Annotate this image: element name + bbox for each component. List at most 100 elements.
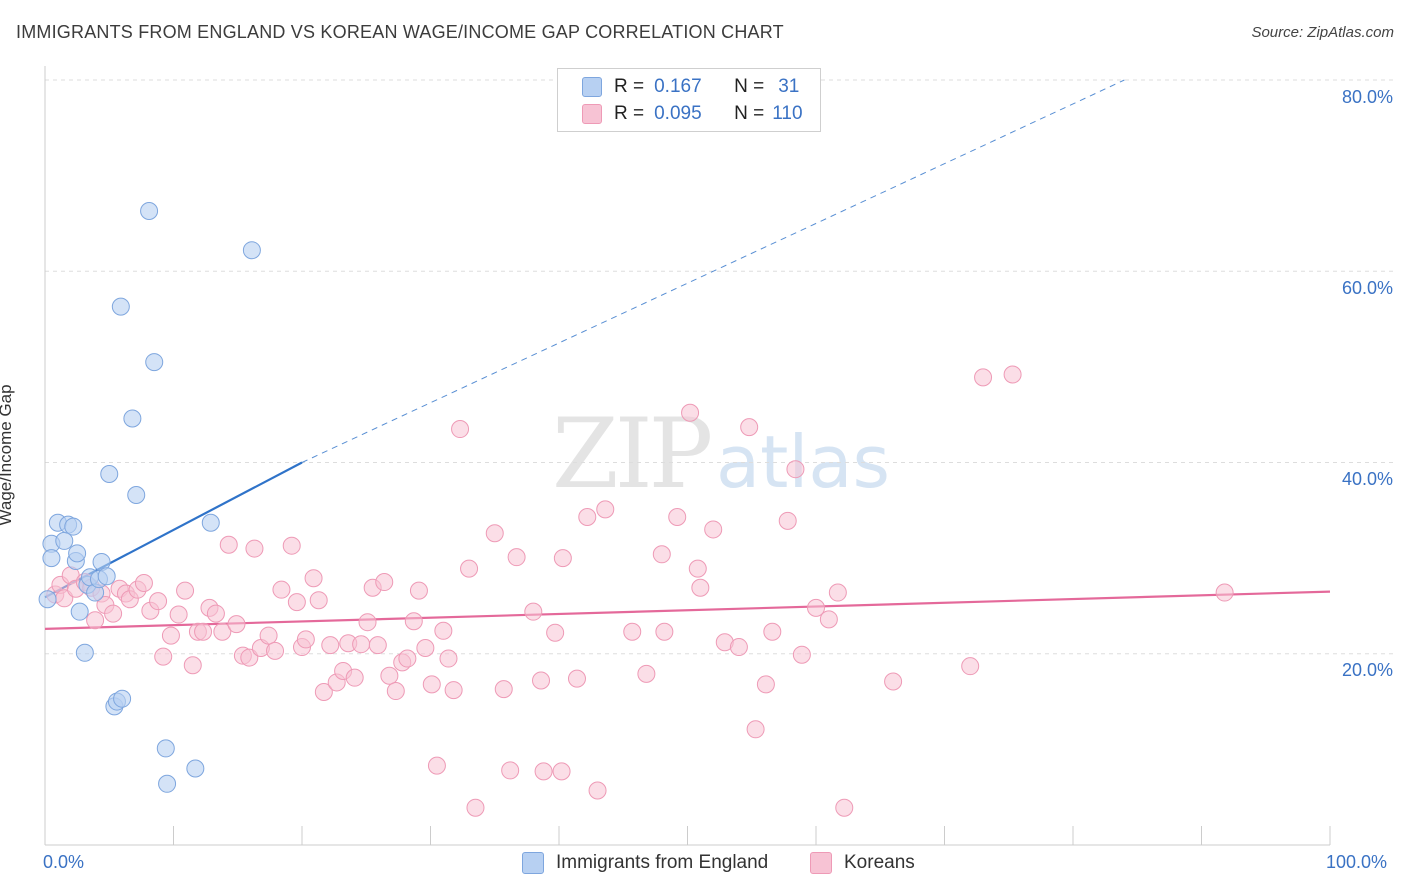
koreans-point bbox=[792, 645, 811, 664]
koreans-point bbox=[501, 761, 520, 780]
koreans-point bbox=[314, 683, 333, 701]
axes bbox=[44, 66, 1331, 846]
koreans-point bbox=[169, 605, 188, 624]
koreans-point bbox=[704, 520, 723, 539]
koreans-point bbox=[380, 666, 399, 685]
koreans-point bbox=[183, 656, 202, 675]
koreans-point bbox=[161, 626, 180, 645]
england-point bbox=[156, 739, 175, 758]
n-label: N = bbox=[734, 103, 765, 124]
england-point bbox=[140, 202, 159, 221]
koreans-point bbox=[691, 578, 710, 597]
koreans-swatch bbox=[582, 104, 602, 124]
koreans-point bbox=[416, 639, 435, 658]
koreans-point bbox=[422, 675, 441, 694]
england-trend-extension bbox=[301, 79, 1125, 463]
koreans-point bbox=[668, 508, 687, 527]
england-point bbox=[127, 486, 146, 505]
chart-title: IMMIGRANTS FROM ENGLAND VS KOREAN WAGE/I… bbox=[16, 22, 784, 42]
koreans-point bbox=[149, 592, 168, 611]
england-legend-swatch bbox=[522, 852, 544, 874]
koreans-point bbox=[409, 581, 428, 600]
england-point bbox=[113, 689, 132, 708]
england-point bbox=[111, 297, 130, 316]
england-point bbox=[242, 241, 261, 260]
koreans-r-value: 0.095 bbox=[654, 103, 702, 124]
koreans-point bbox=[884, 672, 903, 691]
england-point bbox=[186, 759, 205, 778]
koreans-point bbox=[368, 636, 387, 655]
gridlines bbox=[45, 79, 1395, 655]
koreans-point bbox=[740, 418, 759, 437]
koreans-point bbox=[444, 681, 463, 700]
koreans-point bbox=[532, 671, 551, 690]
r-label: R = bbox=[614, 103, 645, 124]
koreans-point bbox=[494, 680, 513, 699]
correlation-legend: R = 0.167 N = 31 R = 0.095 N = 110 bbox=[557, 68, 821, 132]
koreans-point bbox=[974, 368, 993, 387]
n-label: N = bbox=[734, 76, 765, 97]
koreans-point bbox=[375, 573, 394, 592]
koreans-point bbox=[553, 549, 572, 568]
england-point bbox=[145, 353, 164, 372]
koreans-point bbox=[272, 580, 291, 599]
koreans-point bbox=[485, 524, 504, 543]
koreans-point bbox=[352, 635, 371, 654]
koreans-point bbox=[786, 460, 805, 479]
x-tick-label-min: 0.0% bbox=[43, 852, 85, 872]
england-point bbox=[100, 464, 119, 483]
koreans-point bbox=[652, 545, 671, 564]
koreans-point bbox=[345, 668, 364, 687]
legend-row-england: R = 0.167 N = 31 bbox=[582, 75, 799, 99]
koreans-point bbox=[961, 657, 980, 676]
koreans-point bbox=[729, 638, 748, 657]
england-point bbox=[75, 643, 94, 662]
koreans-point bbox=[507, 548, 526, 567]
koreans-point bbox=[763, 622, 782, 641]
koreans-point bbox=[309, 591, 328, 610]
koreans-point bbox=[304, 569, 323, 588]
koreans-point bbox=[1003, 365, 1022, 384]
koreans-point bbox=[219, 535, 238, 554]
koreans-point bbox=[835, 798, 854, 817]
koreans-point bbox=[524, 602, 543, 621]
koreans-point bbox=[688, 559, 707, 578]
koreans-n-value: 110 bbox=[772, 103, 803, 124]
koreans-point bbox=[240, 648, 259, 667]
england-legend-label: Immigrants from England bbox=[556, 852, 769, 873]
koreans-point bbox=[287, 593, 306, 612]
x-tick-label-max: 100.0% bbox=[1326, 852, 1388, 872]
koreans-point bbox=[404, 612, 423, 631]
y-tick-label-20: 20.0% bbox=[1341, 660, 1393, 680]
koreans-point bbox=[596, 500, 615, 519]
legend-row-koreans: R = 0.095 N = 110 bbox=[582, 102, 803, 126]
koreans-legend-swatch bbox=[810, 852, 832, 874]
england-point bbox=[97, 567, 116, 586]
koreans-point bbox=[213, 622, 232, 641]
england-point bbox=[38, 590, 57, 609]
koreans-point bbox=[746, 720, 765, 739]
koreans-point bbox=[227, 615, 246, 634]
koreans-point bbox=[460, 559, 479, 578]
trend-lines bbox=[44, 79, 1331, 630]
koreans-point bbox=[637, 664, 656, 683]
koreans-point bbox=[427, 756, 446, 775]
england-swatch bbox=[582, 77, 602, 97]
england-point bbox=[42, 549, 61, 568]
england-n-value: 31 bbox=[778, 76, 800, 97]
koreans-point bbox=[567, 669, 586, 688]
r-label: R = bbox=[614, 76, 645, 97]
koreans-point bbox=[266, 641, 285, 660]
england-point bbox=[123, 409, 142, 428]
y-tick-label-40: 40.0% bbox=[1341, 469, 1393, 489]
koreans-point bbox=[578, 508, 597, 527]
england-point bbox=[64, 517, 83, 536]
koreans-point bbox=[819, 610, 838, 629]
koreans-point bbox=[1215, 583, 1234, 602]
koreans-point bbox=[466, 798, 485, 817]
koreans-point bbox=[282, 536, 301, 555]
koreans-point bbox=[358, 613, 377, 632]
england-point bbox=[70, 602, 89, 621]
koreans-point bbox=[259, 626, 278, 645]
